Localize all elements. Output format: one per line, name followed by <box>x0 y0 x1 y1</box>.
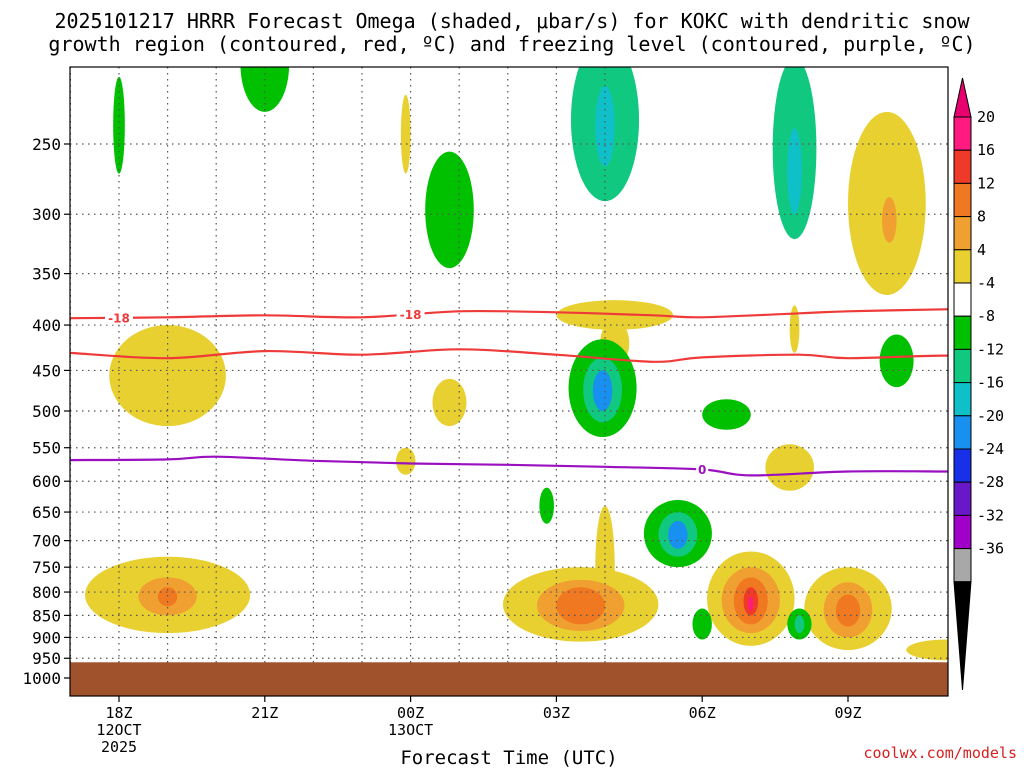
y-tick-label-850: 850 <box>32 606 61 625</box>
freezing-label-0: 0 <box>698 463 706 477</box>
colorbar-label-12: -32 <box>977 506 1004 524</box>
dgz-label-0-1: -18 <box>400 308 422 322</box>
y-tick-label-500: 500 <box>32 402 61 421</box>
chart-title-line1: 2025101217 HRRR Forecast Omega (shaded, … <box>54 9 970 33</box>
colorbar-label-9: -20 <box>977 407 1004 425</box>
omega-region-46 <box>748 596 754 611</box>
colorbar-bottom-arrow <box>953 581 972 691</box>
plot-frame <box>69 66 949 697</box>
credit-text: coolwx.com/models <box>863 744 1017 762</box>
x-tick-label-2-0: 00Z <box>397 704 424 722</box>
y-tick-label-650: 650 <box>32 503 61 522</box>
colorbar-band-13 <box>953 548 972 583</box>
omega-region-37 <box>595 85 615 167</box>
colorbar-label-2: 12 <box>977 174 995 192</box>
colorbar-label-11: -28 <box>977 473 1004 491</box>
colorbar-band-5 <box>953 282 972 317</box>
y-tick-label-1000: 1000 <box>22 669 61 688</box>
colorbar-band-0 <box>953 116 972 151</box>
colorbar-band-10 <box>953 448 972 483</box>
y-tick-label-750: 750 <box>32 558 61 577</box>
colorbar-band-7 <box>953 348 972 384</box>
omega-region-0 <box>400 94 411 174</box>
colorbar-label-4: 4 <box>977 241 986 259</box>
dgz-label-0-0: -18 <box>108 311 130 325</box>
x-tick-label-4-0: 06Z <box>689 704 716 722</box>
omega-region-43 <box>592 370 613 411</box>
y-tick-label-250: 250 <box>32 135 61 154</box>
freezing-label-bg-0 <box>696 462 709 477</box>
colorbar-band-4 <box>953 249 972 284</box>
colorbar-label-0: 20 <box>977 108 995 126</box>
omega-region-23 <box>539 487 554 524</box>
omega-region-8 <box>396 447 416 475</box>
x-tick-label-5-0: 09Z <box>834 704 861 722</box>
dgz-contour-1 <box>70 348 948 363</box>
ground-fill <box>70 662 948 696</box>
y-tick-label-600: 600 <box>32 472 61 491</box>
colorbar-band-11 <box>953 481 972 516</box>
y-tick-label-300: 300 <box>32 205 61 224</box>
colorbar: 20 16 12 8 4 -4 -8 -12 -16 -20 -24 -28 -32 -36 <box>953 77 1004 691</box>
colorbar-label-5: -4 <box>977 274 995 292</box>
y-tick-label-700: 700 <box>32 532 61 551</box>
x-axis-label: Forecast Time (UTC) <box>400 747 617 768</box>
omega-region-2 <box>109 325 226 427</box>
ground-layer <box>70 662 948 696</box>
omega-region-36 <box>794 615 805 634</box>
x-tick-label-3-0: 03Z <box>543 704 570 722</box>
freezing-level-contour <box>70 455 948 477</box>
y-tick-label-350: 350 <box>32 265 61 284</box>
y-tick-label-950: 950 <box>32 649 61 668</box>
colorbar-top-arrow <box>953 77 972 118</box>
omega-region-7 <box>765 444 814 491</box>
colorbar-band-8 <box>953 382 972 417</box>
colorbar-label-3: 8 <box>977 208 986 226</box>
dgz-label-bg-0-1 <box>396 307 425 322</box>
omega-region-38 <box>787 128 802 215</box>
omega-region-20 <box>879 334 914 388</box>
colorbar-label-10: -24 <box>977 440 1004 458</box>
colorbar-band-3 <box>953 216 972 251</box>
y-tick-label-400: 400 <box>32 316 61 335</box>
omega-region-17 <box>425 151 474 269</box>
x-tick-label-0-0: 18Z <box>105 704 132 722</box>
colorbar-label-8: -16 <box>977 374 1004 392</box>
omega-region-15 <box>113 76 125 174</box>
colorbar-band-1 <box>953 149 972 184</box>
omega-region-42 <box>835 594 861 627</box>
dgz-contour-0 <box>70 308 948 320</box>
omega-region-24 <box>692 608 712 640</box>
x-tick-label-0-1: 12OCT <box>96 721 141 739</box>
colorbar-label-13: -36 <box>977 540 1004 558</box>
colorbar-label-6: -8 <box>977 307 995 325</box>
colorbar-label-1: 16 <box>977 141 995 159</box>
x-tick-label-1-0: 21Z <box>251 704 278 722</box>
colorbar-band-6 <box>953 315 972 350</box>
omega-region-14 <box>906 639 948 661</box>
colorbar-label-7: -12 <box>977 340 1004 358</box>
x-tick-label-2-1: 13OCT <box>388 721 433 739</box>
y-tick-label-450: 450 <box>32 361 61 380</box>
contour-lines: -18 -18 0 <box>70 307 948 477</box>
omega-region-29 <box>882 197 897 243</box>
omega-region-16 <box>240 67 290 112</box>
y-tick-label-800: 800 <box>32 583 61 602</box>
omega-region-6 <box>789 305 800 353</box>
omega-region-44 <box>668 520 688 549</box>
dgz-label-bg-0-0 <box>105 310 133 325</box>
omega-region-3 <box>432 378 467 427</box>
chart-title-line2: growth region (contoured, red, ºC) and f… <box>48 32 975 56</box>
y-tick-label-550: 550 <box>32 439 61 458</box>
x-tick-label-0-2: 2025 <box>101 738 137 756</box>
colorbar-band-9 <box>953 415 972 450</box>
y-axis: 250 300 350 400 450 500 550 600 650 700 750 800 850 9… <box>22 135 70 688</box>
omega-region-40 <box>556 587 605 625</box>
colorbar-band-2 <box>953 182 972 218</box>
colorbar-band-12 <box>953 514 972 550</box>
omega-region-21 <box>702 399 751 430</box>
y-tick-label-900: 900 <box>32 628 61 647</box>
